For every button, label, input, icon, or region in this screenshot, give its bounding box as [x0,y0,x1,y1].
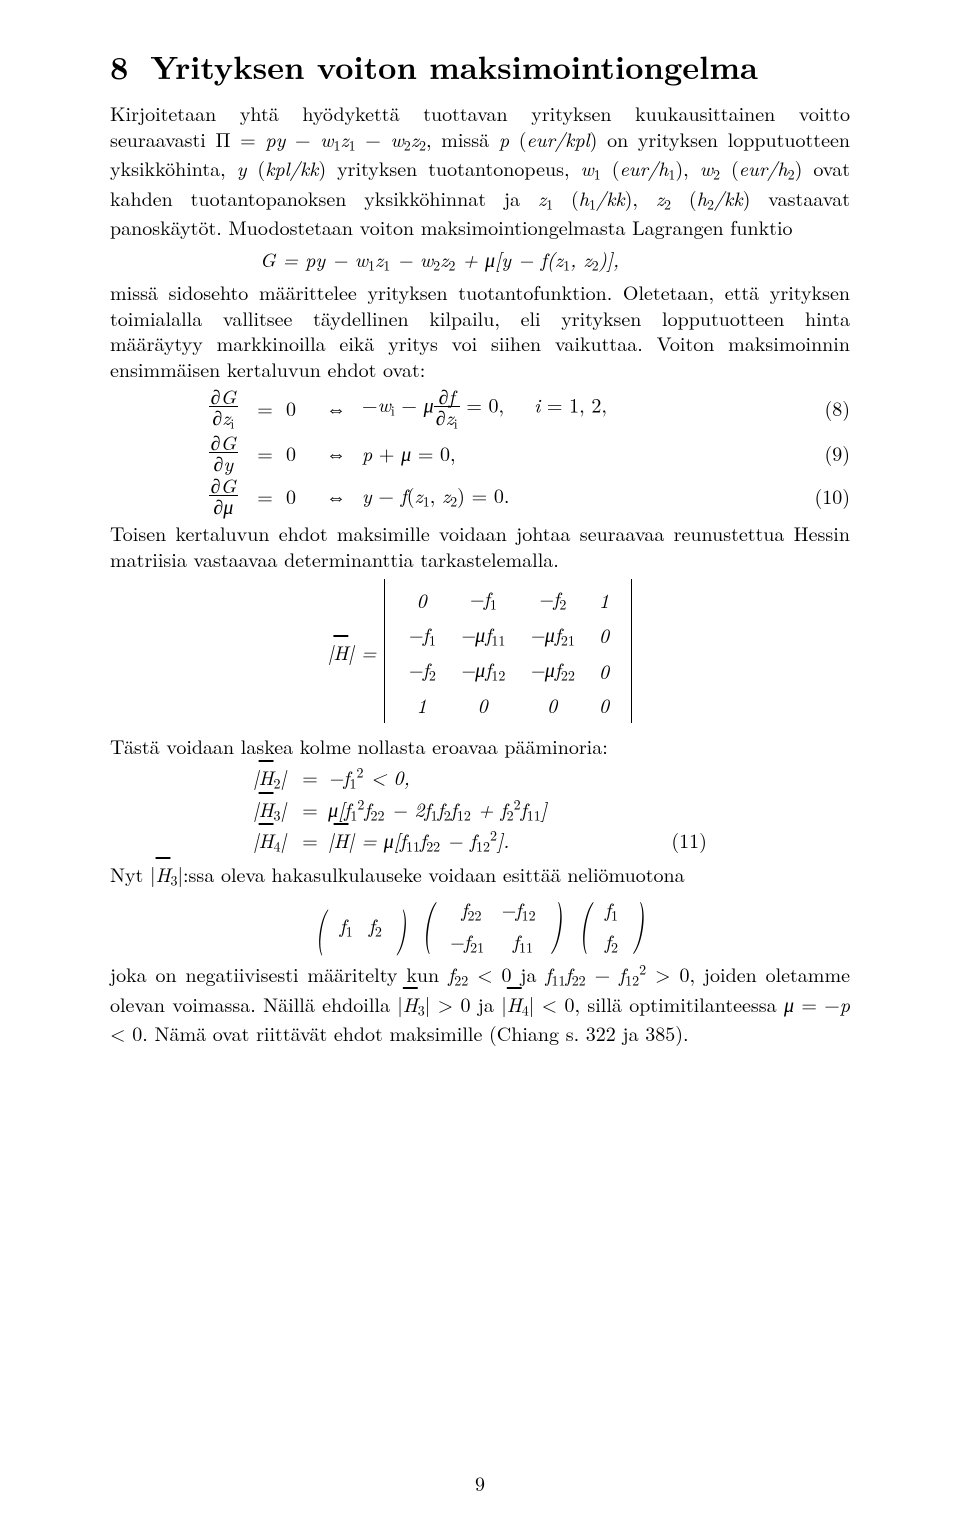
section-title: Yrityksen voiton maksimointiongelma [150,44,758,89]
paragraph-6: joka on negatiivisesti määritelty kun f2… [110,961,850,1045]
equation-number: (9) [800,438,850,467]
paragraph-2: missä sidosehto määrittelee yrityksen tu… [110,279,850,381]
hessian-determinant: |H| = 0−f1−f21 −f1−μf11−μf210 −f2−μf12−μ… [110,579,850,723]
foc-row-1: ∂G∂zi = 0 ⇔ −wi − μ∂f∂zi = 0, i = 1, 2, … [110,386,850,431]
equation-number: (11) [547,825,707,857]
equation-number: (8) [800,393,850,422]
paragraph-1: Kirjoitetaan yhtä hyödykettä tuottavan y… [110,100,850,239]
section-heading: 8Yrityksen voiton maksimointiongelma [110,48,850,86]
foc-row-3: ∂G∂μ = 0 ⇔ y − f(z1, z2) = 0. (10) [110,475,850,516]
page: 8Yrityksen voiton maksimointiongelma Kir… [0,0,960,1527]
principal-minors: |H2| = −f12 < 0, |H3| = μ[f12f22 − 2f1f2… [253,762,707,857]
paragraph-4: Tästä voidaan laskea kolme nollasta eroa… [110,733,850,759]
first-order-conditions: ∂G∂zi = 0 ⇔ −wi − μ∂f∂zi = 0, i = 1, 2, … [110,386,850,517]
hessian-matrix: 0−f1−f21 −f1−μf11−μf210 −f2−μf12−μf220 1… [395,581,621,721]
foc-row-2: ∂G∂y = 0 ⇔ p + μ = 0, (9) [110,432,850,473]
equation-number: (10) [800,481,850,510]
section-number: 8 [110,44,128,89]
paragraph-5: Nyt |H3|:ssa oleva hakasulkulauseke void… [110,861,850,890]
quadratic-form: ( f1f2 ) ( f22−f12 −f21 f11 ) ( f1f2 ) [110,894,850,957]
page-number: 9 [0,1468,960,1497]
paragraph-3: Toisen kertaluvun ehdot maksimille voida… [110,520,850,571]
lagrangian-equation: G = py − w1z1 − w2z2 + μ[y − f(z1, z2)], [110,244,850,276]
